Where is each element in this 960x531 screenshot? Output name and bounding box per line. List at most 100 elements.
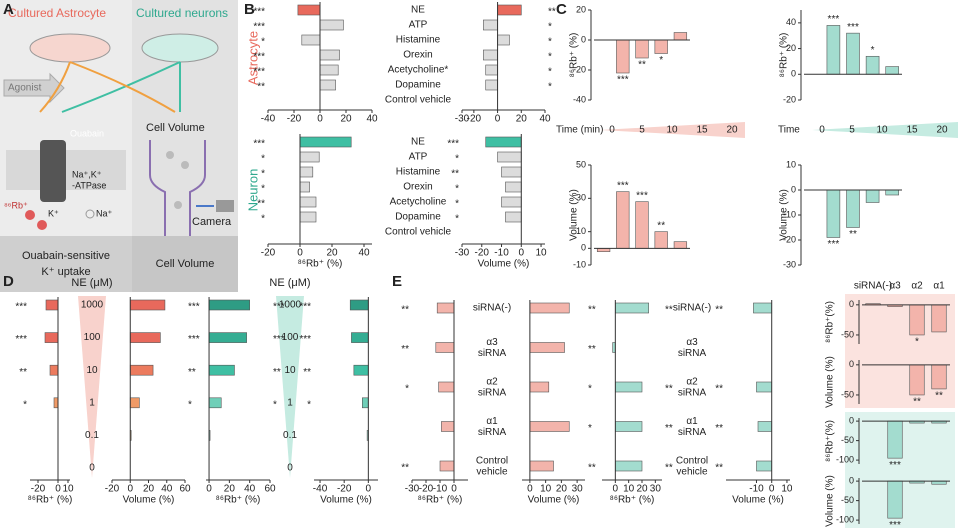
significance: * bbox=[455, 199, 459, 210]
category-label: ATP bbox=[409, 152, 428, 163]
arrow bbox=[69, 61, 176, 113]
category-label: α1 siRNA bbox=[678, 416, 707, 438]
bar bbox=[909, 364, 925, 396]
bar bbox=[529, 302, 570, 314]
significance: ** bbox=[665, 384, 673, 395]
x-tick-label: 0 bbox=[206, 484, 212, 495]
y-axis-label: ⁸⁶Rb⁺ (%) bbox=[569, 33, 580, 78]
significance: ** bbox=[588, 305, 596, 316]
x-tick-label: 20 bbox=[516, 114, 528, 125]
bar bbox=[756, 381, 773, 393]
ion bbox=[85, 209, 95, 219]
significance: *** bbox=[253, 67, 265, 78]
bar bbox=[483, 19, 498, 31]
bar bbox=[301, 34, 321, 46]
significance: *** bbox=[828, 14, 840, 25]
bar bbox=[299, 166, 314, 178]
x-tick-label: 40 bbox=[539, 114, 551, 125]
bar bbox=[616, 191, 630, 249]
significance: * bbox=[455, 154, 459, 165]
bar bbox=[299, 211, 317, 223]
bar bbox=[615, 302, 649, 314]
ion bbox=[37, 220, 47, 230]
significance: * bbox=[261, 154, 265, 165]
bar bbox=[501, 166, 522, 178]
column-header: NE (μM) bbox=[71, 277, 112, 289]
y-tick-label: 20 bbox=[576, 4, 586, 14]
y-tick-label: 0 bbox=[581, 243, 586, 253]
significance: * bbox=[405, 384, 409, 395]
significance: * bbox=[455, 214, 459, 225]
pump bbox=[40, 140, 66, 202]
bar bbox=[49, 364, 59, 376]
significance: *** bbox=[889, 520, 901, 531]
column-header: NE (μM) bbox=[269, 277, 310, 289]
category-label: 20 bbox=[936, 125, 948, 136]
label: ⁸⁶Rb⁺ bbox=[4, 200, 28, 210]
x-tick-label: 20 bbox=[143, 484, 155, 495]
bar bbox=[931, 364, 947, 390]
bar bbox=[351, 332, 369, 343]
bg bbox=[0, 236, 132, 292]
significance: * bbox=[588, 423, 592, 434]
bar bbox=[885, 189, 899, 196]
x-tick-label: -20 bbox=[287, 114, 302, 125]
bar bbox=[909, 304, 925, 336]
x-tick-label: -20 bbox=[475, 248, 490, 259]
bar bbox=[208, 364, 235, 376]
significance: * bbox=[548, 67, 552, 78]
significance: *** bbox=[15, 302, 27, 313]
x-tick-label: 0 bbox=[317, 114, 323, 125]
label: Cultured neurons bbox=[136, 6, 228, 20]
significance: ** bbox=[451, 169, 459, 180]
panel-label: E bbox=[392, 273, 402, 290]
significance: * bbox=[588, 384, 592, 395]
category-label: Dopamine bbox=[395, 80, 441, 91]
category-label: α1 siRNA bbox=[478, 416, 507, 438]
significance: ** bbox=[588, 344, 596, 355]
panel-label: D bbox=[3, 273, 14, 290]
y-tick-label: 50 bbox=[576, 159, 586, 169]
wedge bbox=[812, 122, 958, 138]
bar bbox=[756, 460, 773, 472]
panel-label: A bbox=[3, 1, 14, 18]
x-tick-label: 30 bbox=[572, 484, 584, 495]
significance: *** bbox=[253, 7, 265, 18]
significance: *** bbox=[636, 190, 648, 201]
y-tick-label: -100 bbox=[836, 514, 854, 524]
category-label: 5 bbox=[849, 125, 855, 136]
category-label: Dopamine bbox=[395, 212, 441, 223]
y-tick-label: -10 bbox=[783, 209, 796, 219]
bar bbox=[753, 302, 773, 314]
bar bbox=[635, 201, 649, 249]
category-label: siRNA(-) bbox=[854, 281, 892, 292]
category-label: Orexin bbox=[403, 50, 432, 61]
x-tick-label: 0 bbox=[495, 114, 501, 125]
y-axis-label: Volume (%) bbox=[825, 356, 836, 408]
bar bbox=[654, 231, 668, 249]
significance: *** bbox=[188, 334, 200, 345]
label: Cell Volume bbox=[156, 258, 215, 270]
category-label: Orexin bbox=[403, 182, 432, 193]
significance: * bbox=[261, 37, 265, 48]
significance: *** bbox=[273, 334, 285, 345]
bar bbox=[436, 302, 455, 314]
y-tick-label: -100 bbox=[836, 454, 854, 464]
bar bbox=[129, 364, 154, 376]
bar bbox=[299, 181, 310, 193]
significance: * bbox=[548, 82, 552, 93]
y-tick-label: -30 bbox=[783, 259, 796, 269]
x-tick-label: -10 bbox=[749, 484, 764, 495]
bar bbox=[865, 55, 880, 75]
y-tick-label: 10 bbox=[576, 226, 586, 236]
y-axis-label: ⁸⁶Rb⁺ (%) bbox=[779, 33, 790, 78]
cell bbox=[174, 201, 182, 209]
bar bbox=[349, 299, 369, 311]
category-label: siRNA(-) bbox=[673, 303, 711, 314]
x-axis-label: ⁸⁶Rb⁺ (%) bbox=[216, 495, 261, 506]
bar bbox=[208, 332, 247, 343]
bar bbox=[529, 342, 565, 353]
x-tick-label: 0 bbox=[527, 484, 533, 495]
significance: ** bbox=[548, 7, 556, 18]
x-axis-label: ⁸⁶Rb⁺ (%) bbox=[298, 259, 343, 270]
